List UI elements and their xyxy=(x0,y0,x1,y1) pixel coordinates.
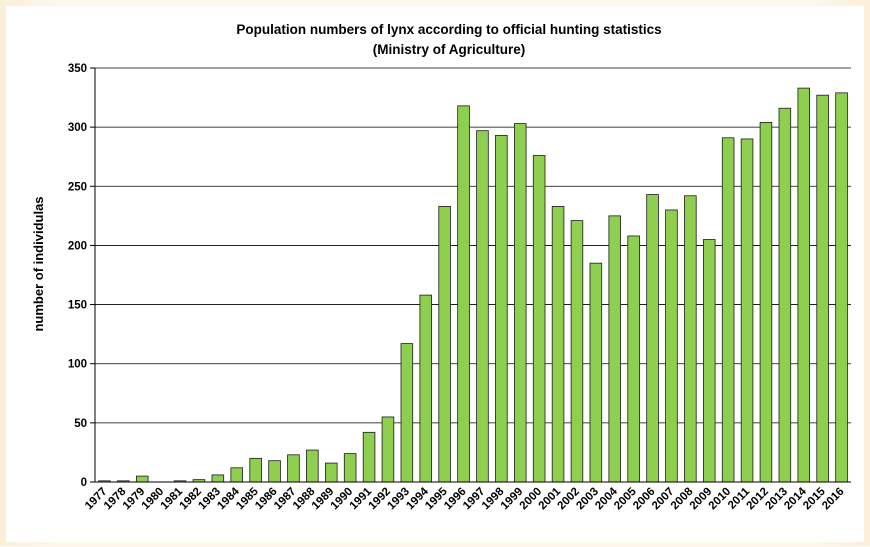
x-tick-label: 2016 xyxy=(820,486,847,513)
bar-2002 xyxy=(570,220,584,483)
bar-1994 xyxy=(419,294,433,483)
y-tick-label: 100 xyxy=(68,359,87,371)
bar-2005 xyxy=(627,235,640,483)
y-tick-label: 0 xyxy=(81,477,87,489)
bar-1989 xyxy=(324,462,338,483)
chart-panel: Population numbers of lynx according to … xyxy=(6,6,864,542)
y-axis-label: number of individulas xyxy=(31,196,46,331)
bar-2001 xyxy=(551,205,565,483)
bar-2007 xyxy=(665,209,678,483)
bar-2004 xyxy=(608,215,622,483)
y-tick-label: 350 xyxy=(68,63,87,75)
axes xyxy=(94,68,851,483)
bar-2000 xyxy=(532,155,546,483)
bar-1993 xyxy=(400,343,414,483)
bar-1984 xyxy=(230,467,244,483)
bar-1979 xyxy=(135,475,149,483)
bar-1988 xyxy=(306,449,319,483)
y-tick-label: 250 xyxy=(68,181,87,193)
x-axis-ticks: 1977197819791980198119821983198419851986… xyxy=(83,485,847,512)
chart-subtitle: (Ministry of Agriculture) xyxy=(373,42,526,57)
bar-1992 xyxy=(381,416,395,483)
bar-1987 xyxy=(287,454,300,483)
bar-2003 xyxy=(589,262,603,483)
bar-1997 xyxy=(476,130,489,483)
bar-2015 xyxy=(816,94,829,483)
bar-1990 xyxy=(343,453,357,483)
bar-2011 xyxy=(740,138,754,483)
bar-2006 xyxy=(646,194,659,483)
lynx-population-bar-chart: Population numbers of lynx according to … xyxy=(31,22,851,512)
bar-1991 xyxy=(362,431,376,483)
bar-2013 xyxy=(778,107,792,483)
bar-1998 xyxy=(495,135,508,483)
gridlines xyxy=(95,67,851,424)
bar-2008 xyxy=(684,195,697,483)
bar-1995 xyxy=(438,205,451,483)
bar-2014 xyxy=(797,87,811,483)
bar-2010 xyxy=(721,137,735,483)
bar-2009 xyxy=(702,239,716,483)
bar-1996 xyxy=(457,105,470,483)
bars xyxy=(98,87,848,483)
bar-2016 xyxy=(835,92,848,483)
y-tick-label: 300 xyxy=(68,122,87,134)
y-tick-label: 50 xyxy=(74,418,87,430)
y-tick-label: 150 xyxy=(68,300,87,312)
bar-2012 xyxy=(759,122,773,483)
chart-title: Population numbers of lynx according to … xyxy=(236,22,661,37)
bar-1999 xyxy=(513,123,527,483)
y-tick-label: 200 xyxy=(68,240,87,252)
y-axis-ticks: 0 50 100 150 200 250 300 350 xyxy=(68,63,95,489)
bar-1986 xyxy=(268,460,281,483)
bar-1983 xyxy=(211,474,225,483)
bar-1985 xyxy=(249,457,262,483)
